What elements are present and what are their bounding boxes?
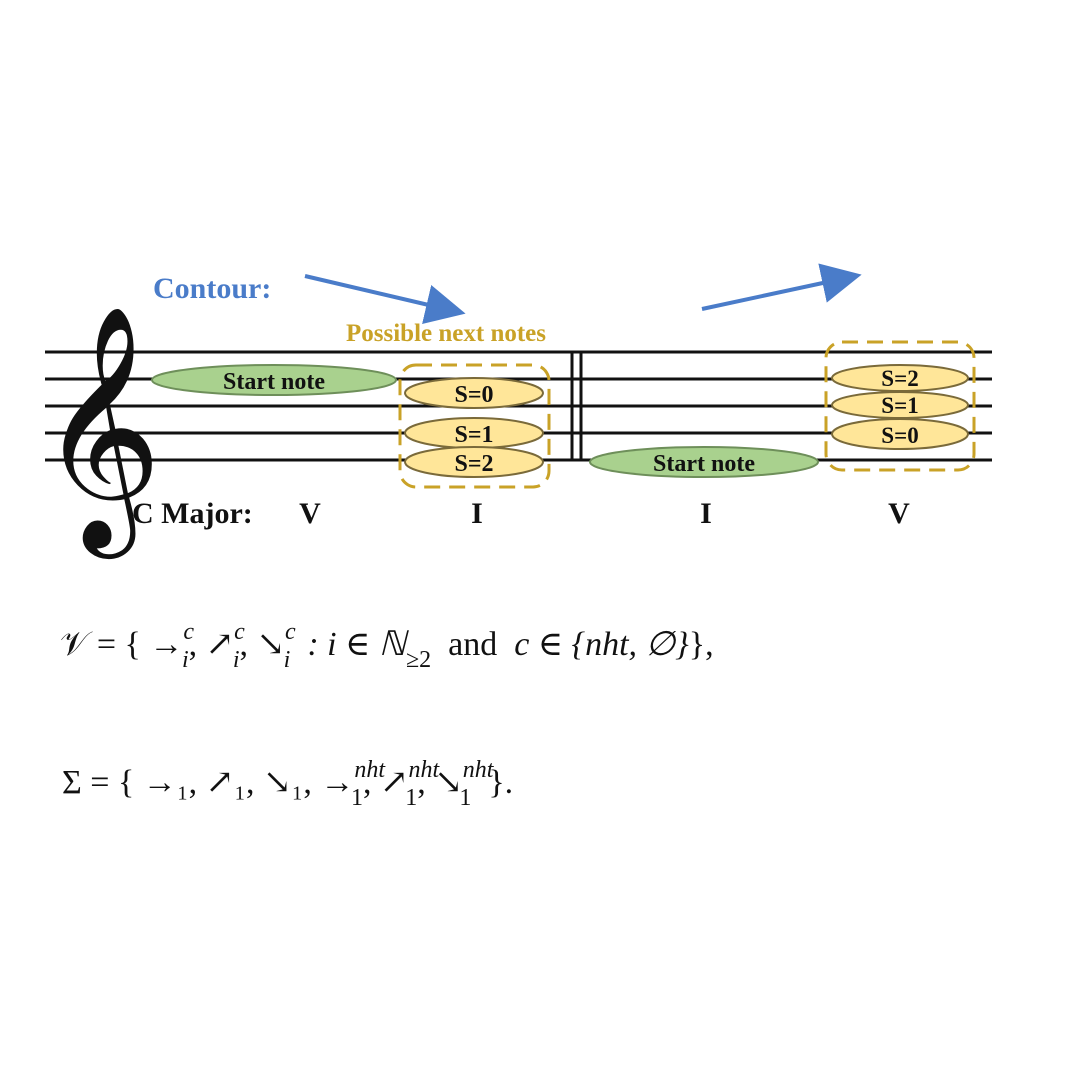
start-note-measure1-label: Start note [223,369,325,395]
option-s1-measure1-label: S=1 [454,422,493,448]
option-s2-measure1-label: S=2 [454,451,493,477]
options-box-measure2 [824,340,976,472]
eq-v-term3-sup: c [284,619,296,645]
eq-sigma-term4-sub: 1 [351,785,364,811]
eq-v-lhs: 𝒱 = { [60,626,141,663]
equation-sigma: Σ = { →₁, ↗₁, ↘₁, →nht1, ↗nht1, ↘nht1 }. [62,757,514,811]
eq-v-term1-arrow: → [149,626,184,663]
eq-v-condition-sub: ≥2 [405,647,432,673]
eq-v-term3-sub: i [283,647,291,673]
eq-sigma-lhs: Σ = { [62,764,135,801]
eq-v-condition: : i ∈ ℕ [307,626,406,663]
eq-sigma-term2: ↗₁, [205,764,255,801]
eq-sigma-term5-sub: 1 [405,785,418,811]
option-s0-measure1-label: S=0 [454,382,493,408]
eq-v-and: and [448,626,498,663]
treble-clef-icon: 𝄞 [38,303,162,559]
eq-v-term3-arrow: ↘ [256,626,285,663]
eq-sigma-term6-sub: 1 [459,785,472,811]
option-s2-measure2-label: S=2 [881,366,918,391]
chord-label-2: I [471,497,483,530]
option-s0-measure1 [404,377,544,409]
option-s0-measure2-label: S=0 [881,423,918,448]
eq-sigma-term6-arrow: ↘ [434,764,463,801]
start-note-measure2-label: Start note [653,451,755,477]
equation-v: 𝒱 = { →ci, ↗ci, ↘ci : i ∈ ℕ≥2 and c ∈ {n… [60,619,714,673]
start-note-measure1 [151,364,397,396]
contour-arrow-down [304,274,466,324]
eq-sigma-term4-sup: nht [354,757,386,783]
eq-sigma-term6-sup: nht [462,757,494,783]
eq-v-term2-arrow: ↗ [205,626,235,663]
double-barline [570,352,583,460]
eq-sigma-term5-arrow: ↗ [380,764,409,801]
option-s0-measure2 [831,418,969,450]
eq-v-term2-sup: c [234,619,245,645]
eq-sigma-term5-sup: nht [408,757,440,783]
eq-v-term1-sup: c [183,619,194,645]
eq-sigma-rhs: }. [488,764,514,801]
contour-label: Contour: [153,272,271,305]
eq-sigma-term1: →₁, [142,764,198,801]
key-label: C Major: [132,497,253,530]
eq-v-term2-sub: i [232,647,240,673]
eq-v-rhs: }, [688,626,714,663]
eq-v-term1-sub: i [181,647,189,673]
options-box-measure1 [398,363,551,489]
eq-sigma-term3: ↘₁, [263,764,312,801]
option-s1-measure2-label: S=1 [881,393,918,418]
chord-label-4: V [888,497,910,530]
start-note-measure2 [589,446,819,478]
chord-label-3: I [700,497,712,530]
possible-next-notes-label: Possible next notes [346,320,546,347]
contour-arrow-up [701,263,862,311]
eq-v-set: c ∈ {nht, ∅} [514,626,689,663]
chord-label-1: V [299,497,321,530]
eq-sigma-term4-arrow: → [320,764,355,801]
option-s2-measure1 [404,446,544,478]
